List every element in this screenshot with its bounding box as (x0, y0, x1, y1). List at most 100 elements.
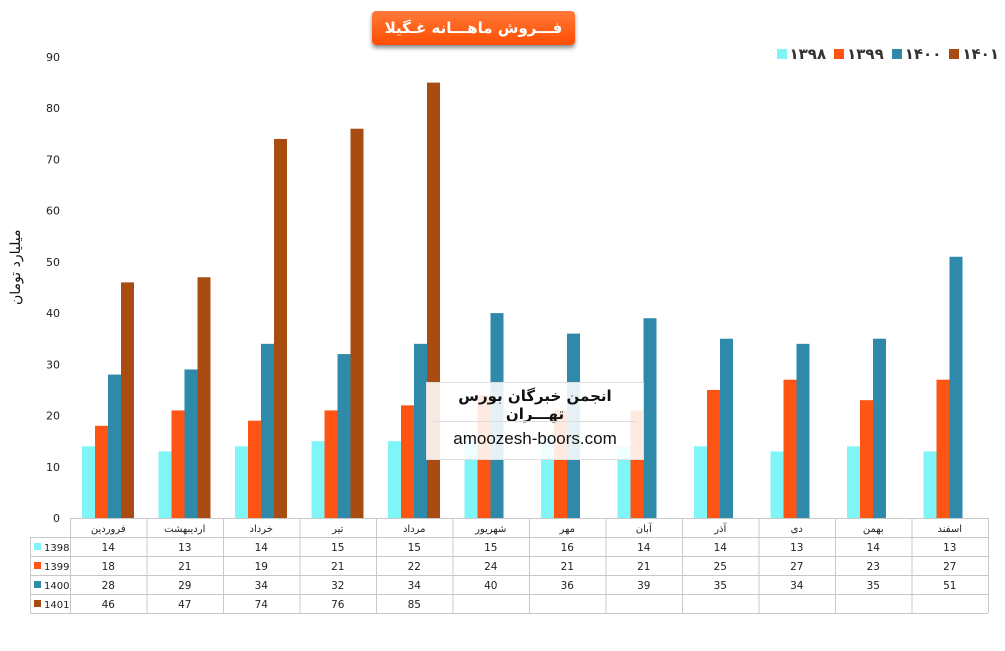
table-cell-value: 22 (408, 561, 421, 573)
table-cell-value: 29 (178, 580, 191, 592)
table-cell-value: 14 (867, 542, 881, 554)
y-tick-label: 70 (46, 153, 60, 166)
y-tick-label: 30 (46, 358, 60, 371)
table-cell-value: 27 (943, 561, 956, 573)
x-tick-label: خرداد (250, 524, 273, 535)
watermark-divider (433, 421, 637, 422)
bar-1398-7 (617, 446, 631, 518)
legend-swatch (776, 49, 787, 59)
legend-swatch (949, 49, 960, 59)
bar-1399-3 (324, 410, 338, 518)
table-cell-value: 76 (331, 599, 345, 611)
watermark-url: amoozesh-boors.com (453, 429, 617, 448)
table-cell-value: 34 (255, 580, 269, 592)
table-legend-swatch (34, 562, 41, 569)
bar-1398-4 (388, 441, 401, 518)
table-series-label: 1398 (44, 543, 69, 554)
bar-1399-0 (95, 425, 108, 518)
legend-label: ۱۳۹۹ (847, 45, 884, 63)
table-cell-value: 15 (408, 542, 421, 554)
table-cell-value: 18 (102, 561, 115, 573)
table-cell-value: 19 (255, 561, 268, 573)
bar-1400-1 (184, 369, 198, 518)
bar-1398-0 (82, 446, 95, 518)
table-cell-value: 34 (790, 580, 804, 592)
table-cell-value: 13 (178, 542, 191, 554)
table-cell-value: 14 (102, 542, 116, 554)
bar-1398-9 (770, 451, 784, 518)
table-cell-value: 46 (102, 599, 116, 611)
bar-1399-8 (707, 389, 720, 518)
bar-1400-0 (108, 374, 121, 518)
table-legend-swatch (34, 600, 41, 607)
legend-item-1399: ۱۳۹۹ (834, 45, 884, 63)
legend: ۱۳۹۸ ۱۳۹۹ ۱۴۰۰ ۱۴۰۱ (776, 45, 999, 63)
bar-1400-9 (796, 343, 810, 518)
bar-1400-2 (261, 343, 274, 518)
table-cell-value: 27 (790, 561, 803, 573)
table-cell-value: 34 (408, 580, 422, 592)
chart-title: فـــروش ماهـــانه غـگیلا (372, 11, 575, 45)
table-cell-value: 28 (102, 580, 115, 592)
table-cell-value: 23 (867, 561, 880, 573)
bar-1400-8 (720, 338, 733, 518)
table-cell-value: 39 (637, 580, 650, 592)
x-tick-label: آبان (636, 522, 653, 535)
bar-1401-1 (197, 277, 211, 518)
legend-swatch (834, 49, 845, 59)
y-axis-ticks: 0 10 20 30 40 50 60 70 80 90 (46, 51, 60, 525)
x-tick-label: آذر (713, 522, 727, 535)
bar-1400-11 (949, 256, 963, 518)
bar-1398-2 (235, 446, 248, 518)
table-cell-value: 35 (867, 580, 880, 592)
table-cell-value: 32 (331, 580, 344, 592)
legend-item-1398: ۱۳۹۸ (776, 45, 826, 63)
x-tick-label: اردیبهشت (164, 524, 205, 535)
table-cell-value: 35 (714, 580, 727, 592)
table-cell-value: 47 (178, 599, 191, 611)
y-tick-label: 80 (46, 102, 60, 115)
legend-label: ۱۴۰۰ (904, 45, 942, 63)
table-cell-value: 24 (484, 561, 498, 573)
y-tick-label: 50 (46, 256, 60, 269)
table-cell-value: 25 (714, 561, 727, 573)
bar-1400-10 (873, 338, 886, 518)
table-cell-value: 14 (255, 542, 269, 554)
bar-1398-3 (311, 441, 325, 518)
bar-1399-11 (936, 379, 950, 518)
y-tick-label: 60 (46, 205, 60, 218)
table-cell-value: 13 (790, 542, 803, 554)
bar-1400-7 (643, 318, 657, 518)
table-cell-value: 36 (561, 580, 575, 592)
table-cell-value: 21 (637, 561, 650, 573)
table-cell-value: 14 (637, 542, 651, 554)
table-cell-value: 21 (561, 561, 574, 573)
table-cell-value: 15 (331, 542, 344, 554)
table-cell-value: 85 (408, 599, 421, 611)
legend-item-1400: ۱۴۰۰ (891, 45, 942, 63)
bar-1400-4 (414, 343, 427, 518)
table-legend-swatch (34, 581, 41, 588)
legend-label: ۱۴۰۱ (962, 45, 999, 63)
x-tick-label: بهمن (863, 524, 884, 535)
bar-1398-8 (694, 446, 707, 518)
table-cell-value: 21 (178, 561, 191, 573)
y-tick-label: 40 (46, 307, 60, 320)
bar-1399-1 (171, 410, 185, 518)
table-cell-value: 15 (484, 542, 497, 554)
x-tick-label: شهریور (474, 524, 506, 535)
bar-1399-2 (248, 420, 261, 518)
table-cell-value: 51 (943, 580, 956, 592)
bar-1399-9 (783, 379, 797, 518)
table-cell-value: 74 (255, 599, 269, 611)
x-tick-label: مرداد (403, 524, 426, 535)
y-tick-label: 0 (53, 512, 60, 525)
legend-item-1401: ۱۴۰۱ (949, 45, 999, 63)
x-tick-label: مهر (559, 524, 575, 535)
bar-1401-3 (350, 128, 364, 518)
bar-1398-10 (847, 446, 860, 518)
x-tick-label: اسفند (938, 524, 962, 535)
y-tick-label: 10 (46, 461, 60, 474)
x-tick-label: تیر (331, 524, 344, 535)
table-cell-value: 14 (714, 542, 728, 554)
